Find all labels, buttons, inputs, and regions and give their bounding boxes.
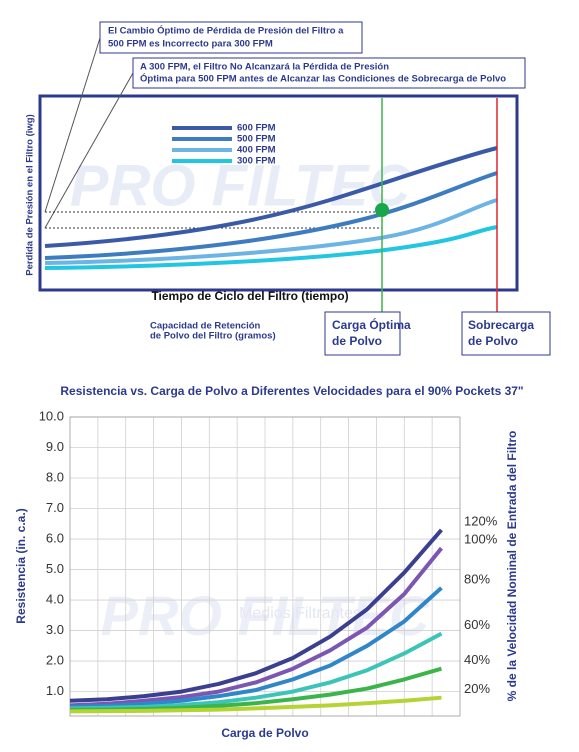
series-line bbox=[69, 631, 443, 711]
note-text: A 300 FPM, el Filtro No Alcanzará la Pér… bbox=[140, 62, 389, 73]
series-label: 60% bbox=[464, 617, 490, 632]
y-axis-label: Perdida de Presión en el Filtro (iwg) bbox=[25, 114, 36, 276]
y-tick-label: 9.0 bbox=[46, 439, 64, 454]
capacity-note: de Polvo del Filtro (gramos) bbox=[150, 331, 276, 342]
diagram-frame bbox=[38, 94, 519, 292]
note-text: 500 FPM es Incorrecto para 300 FPM bbox=[108, 39, 273, 50]
y-tick-label: 5.0 bbox=[46, 561, 64, 576]
y-tick-label: 8.0 bbox=[46, 469, 64, 484]
pointer bbox=[44, 72, 134, 229]
watermark: PRO FILTEC bbox=[101, 584, 431, 647]
y-axis-label: Resistencia (in. c.a.) bbox=[14, 508, 28, 623]
callout-text: Sobrecarga bbox=[468, 318, 534, 332]
series-line bbox=[69, 528, 443, 703]
pointer bbox=[44, 37, 101, 213]
callout-box bbox=[461, 311, 551, 356]
curve bbox=[44, 171, 498, 260]
series-line bbox=[69, 695, 442, 714]
y-tick-label: 7.0 bbox=[46, 500, 64, 515]
series-line bbox=[69, 586, 443, 709]
capacity-note: Capacidad de Retención bbox=[150, 321, 261, 332]
legend-label: 500 FPM bbox=[237, 134, 276, 145]
callout-box bbox=[324, 311, 401, 356]
y-tick-label: 3.0 bbox=[46, 622, 64, 637]
watermark: Medios Filtrantes bbox=[239, 605, 361, 622]
legend-label: 400 FPM bbox=[237, 145, 276, 156]
series-label: 120% bbox=[464, 513, 498, 528]
y-tick-label: 2.0 bbox=[46, 653, 64, 668]
series-label: 40% bbox=[464, 652, 490, 667]
x-axis-label: Carga de Polvo bbox=[221, 726, 308, 740]
plot-frame bbox=[69, 416, 461, 717]
callout-text: de Polvo bbox=[332, 334, 382, 348]
callout-text: de Polvo bbox=[468, 334, 518, 348]
note-text: El Cambio Óptimo de Pérdida de Presión d… bbox=[108, 25, 344, 37]
y-tick-label: 10.0 bbox=[39, 408, 64, 423]
legend-label: 600 FPM bbox=[237, 123, 276, 134]
legend-label: 300 FPM bbox=[237, 156, 276, 167]
y-tick-label: 1.0 bbox=[46, 683, 64, 698]
x-axis-label: Tiempo de Ciclo del Filtro (tiempo) bbox=[151, 289, 348, 303]
callout-text: Carga Óptima bbox=[332, 317, 411, 332]
curve bbox=[44, 146, 498, 248]
curve bbox=[44, 198, 498, 265]
watermark: PRO FILTEC bbox=[70, 153, 412, 218]
y-tick-label: 6.0 bbox=[46, 530, 64, 545]
y2-axis-label: % de la Velocidad Nominal de Entrada del… bbox=[505, 431, 519, 702]
series-label: 20% bbox=[464, 681, 490, 696]
optimal-point bbox=[375, 203, 389, 217]
series-label: 100% bbox=[464, 532, 498, 547]
curve bbox=[44, 225, 498, 270]
series-line bbox=[69, 546, 443, 708]
chart-title: Resistencia vs. Carga de Polvo a Diferen… bbox=[60, 384, 523, 398]
series-label: 80% bbox=[464, 571, 490, 586]
y-tick-label: 4.0 bbox=[46, 591, 64, 606]
note-box bbox=[132, 57, 526, 89]
note-text: Óptima para 500 FPM antes de Alcanzar la… bbox=[140, 73, 506, 85]
note-box bbox=[99, 21, 363, 54]
